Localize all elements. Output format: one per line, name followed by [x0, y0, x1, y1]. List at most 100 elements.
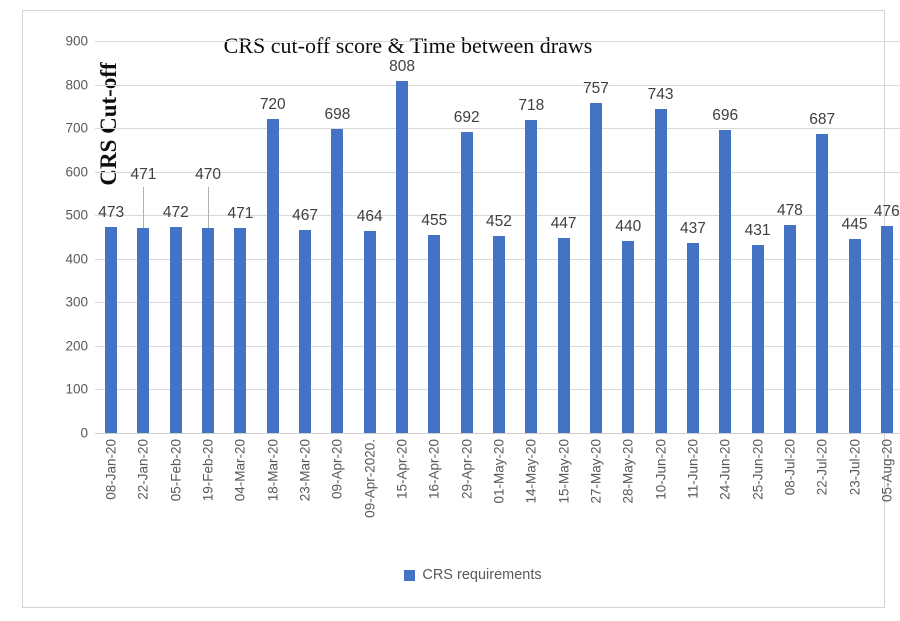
bar-group[interactable]: 696: [709, 41, 741, 433]
x-axis-tick-label: 15-Apr-20: [394, 439, 410, 500]
chart-title: CRS cut-off score & Time between draws: [223, 33, 593, 58]
x-axis-tick: 22-Jan-20: [127, 435, 159, 555]
y-axis-tick-label: 700: [65, 120, 88, 136]
bar[interactable]: [460, 131, 473, 433]
x-axis-tick: 09-Apr-20: [321, 435, 353, 555]
bar[interactable]: [525, 120, 538, 433]
x-axis-tick: 29-Apr-20: [451, 435, 483, 555]
bar-group[interactable]: 476: [871, 41, 900, 433]
x-axis-labels: 08-Jan-20 22-Jan-20 05-Feb-20 19-Feb-20 04-M…: [95, 435, 900, 555]
y-axis-tick-label: 900: [65, 33, 88, 49]
x-axis-tick-label: 19-Feb-20: [200, 439, 216, 502]
x-axis-tick-label: 09-Apr-2020.: [362, 439, 378, 518]
bar-value-label: 445: [841, 216, 868, 234]
bar-value-label: 757: [583, 80, 609, 98]
chart-legend: CRS requirements: [23, 567, 900, 583]
x-axis-tick-label: 04-Mar-20: [232, 439, 248, 502]
gridline: [95, 128, 900, 130]
bar[interactable]: [396, 81, 409, 433]
x-axis-tick: 04-Mar-20: [224, 435, 256, 555]
x-axis-tick-label: 24-Jun-20: [717, 439, 733, 500]
x-axis-tick-label: 27-May-20: [588, 439, 604, 504]
bar-value-label: 452: [486, 213, 512, 231]
bar[interactable]: [492, 236, 505, 433]
bar-group[interactable]: 757: [580, 41, 612, 433]
y-axis-tick-label: 200: [65, 338, 88, 354]
bar-value-label: 431: [744, 222, 771, 240]
x-axis-tick: 05-Aug-20: [871, 435, 900, 555]
bar[interactable]: [331, 128, 344, 433]
bar-group[interactable]: 467: [289, 41, 321, 433]
bar-value-label: 476: [873, 202, 900, 220]
bar-group[interactable]: 687: [806, 41, 838, 433]
bar[interactable]: [589, 103, 602, 433]
bar-value-label: 470: [195, 166, 222, 184]
bar-group[interactable]: 478: [774, 41, 806, 433]
bar-group[interactable]: 445: [838, 41, 870, 433]
x-axis-tick: 15-Apr-20: [386, 435, 418, 555]
bar[interactable]: [751, 245, 764, 433]
bar-value-label: 471: [130, 165, 157, 183]
bar-group[interactable]: 455: [418, 41, 450, 433]
x-axis-tick: 08-Jul-20: [774, 435, 806, 555]
bar[interactable]: [266, 119, 279, 433]
bar-group[interactable]: 437: [677, 41, 709, 433]
x-axis-tick-label: 23-Jul-20: [847, 439, 863, 496]
bar-value-label: 743: [647, 86, 674, 104]
bar[interactable]: [686, 242, 699, 433]
bar-value-label: 720: [259, 96, 286, 114]
bar-value-label: 455: [421, 211, 448, 229]
bar-group[interactable]: 471: [127, 41, 159, 433]
bar[interactable]: [783, 224, 796, 433]
bar-group[interactable]: 471: [224, 41, 256, 433]
chart-container: CRS cut-off score & Time between draws C…: [22, 10, 900, 608]
y-axis-tick-label: 300: [65, 294, 88, 310]
bar[interactable]: [654, 109, 667, 433]
x-axis-tick: 09-Apr-2020.: [354, 435, 386, 555]
x-axis-tick: 27-May-20: [580, 435, 612, 555]
bar[interactable]: [137, 227, 150, 433]
bar-group[interactable]: 473: [95, 41, 127, 433]
bar-group[interactable]: 720: [257, 41, 289, 433]
bar-group[interactable]: 440: [612, 41, 644, 433]
legend-label-crs-requirements: CRS requirements: [422, 567, 542, 583]
bar[interactable]: [299, 229, 312, 433]
bar[interactable]: [848, 239, 861, 433]
x-axis-tick-label: 14-May-20: [523, 439, 539, 504]
bar[interactable]: [202, 228, 215, 433]
bar-group[interactable]: 431: [741, 41, 773, 433]
label-leader-line: [208, 187, 210, 229]
bar[interactable]: [816, 133, 829, 433]
bar-value-label: 687: [809, 110, 836, 128]
bar[interactable]: [622, 241, 635, 433]
y-axis-tick-label: 600: [65, 164, 88, 180]
bar[interactable]: [557, 238, 570, 433]
bar-value-label: 473: [98, 203, 125, 221]
bar-group[interactable]: 447: [547, 41, 579, 433]
bar[interactable]: [105, 226, 118, 433]
bar-group[interactable]: 698: [321, 41, 353, 433]
bar[interactable]: [234, 227, 247, 433]
x-axis-tick-label: 05-Aug-20: [879, 439, 895, 503]
x-axis-tick: 11-Jun-20: [677, 435, 709, 555]
bar-group[interactable]: 464: [354, 41, 386, 433]
bar-group[interactable]: 808: [386, 41, 418, 433]
bar-group[interactable]: 470: [192, 41, 224, 433]
bar-group[interactable]: 692: [451, 41, 483, 433]
bar-value-label: 472: [162, 204, 189, 222]
x-axis-tick-label: 01-May-20: [491, 439, 507, 504]
bar[interactable]: [169, 227, 182, 433]
bar[interactable]: [719, 129, 732, 433]
bar-group[interactable]: 743: [644, 41, 676, 433]
bar[interactable]: [880, 225, 893, 433]
bar-value-label: 692: [453, 108, 480, 126]
bar-group[interactable]: 472: [160, 41, 192, 433]
bar[interactable]: [363, 230, 376, 433]
label-leader-line: [143, 186, 145, 228]
x-axis-tick: 01-May-20: [483, 435, 515, 555]
bar-value-label: 464: [356, 207, 383, 225]
bar-group[interactable]: 718: [515, 41, 547, 433]
bar-group[interactable]: 452: [483, 41, 515, 433]
bar[interactable]: [428, 234, 441, 433]
x-axis-tick: 19-Feb-20: [192, 435, 224, 555]
